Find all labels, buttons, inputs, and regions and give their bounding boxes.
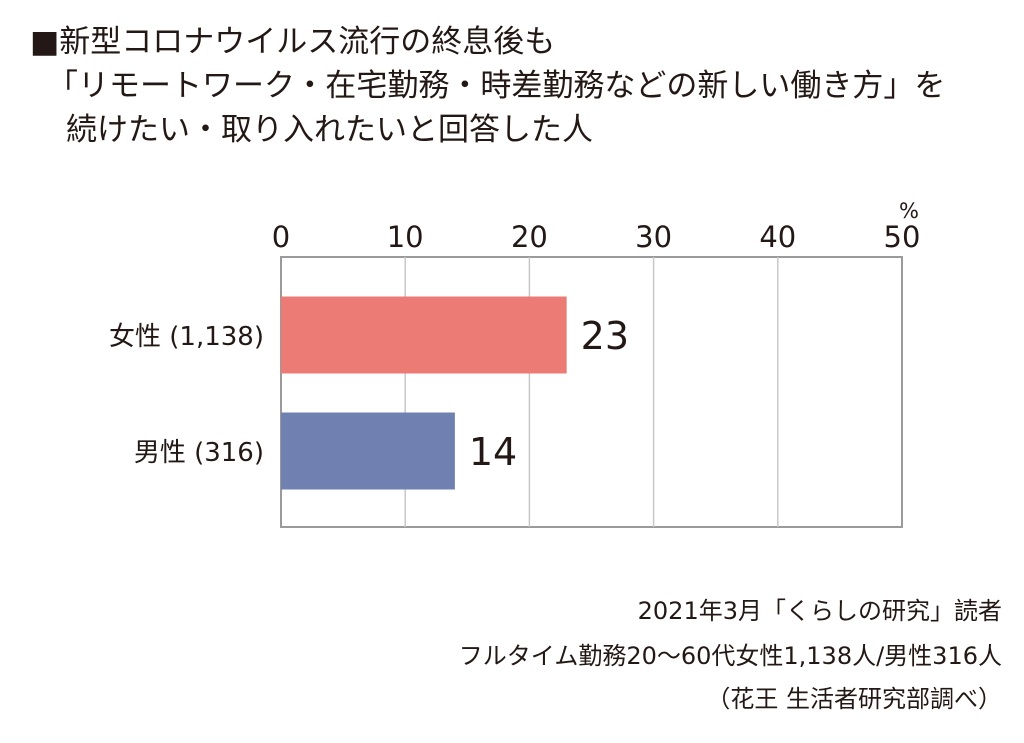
unit-label: % (899, 199, 919, 223)
chart-title-line-3: 続けたい・取り入れたいと回答した人 (66, 112, 593, 148)
source-line-3: （花王 生活者研究部調べ） (706, 685, 1002, 713)
x-axis-ticks: 0 10 20 30 40 50 (272, 220, 921, 254)
bar (281, 296, 567, 374)
category-label: 女性 (1,138) (109, 322, 264, 352)
source-line-2: フルタイム勤務20～60代女性1,138人/男性316人 (458, 642, 1002, 670)
source-line-1: 2021年3月「くらしの研究」読者 (637, 597, 1002, 625)
value-label: 14 (469, 430, 517, 474)
bar (281, 412, 455, 490)
bars (281, 296, 567, 490)
plot-frame (280, 256, 903, 528)
category-labels: 女性 (1,138) 男性 (316) (109, 322, 264, 468)
x-tick-label: 40 (759, 220, 796, 254)
x-tick-label: 0 (272, 220, 290, 254)
x-tick-label: 10 (387, 220, 424, 254)
x-tick-label: 30 (635, 220, 672, 254)
x-tick-label: 20 (511, 220, 548, 254)
value-labels: 23 14 (469, 314, 629, 474)
chart-title-line-1: ■新型コロナウイルス流行の終息後も (30, 24, 556, 60)
chart-title-line-2: 「リモートワーク・在宅勤務・時差勤務などの新しい働き方」を (47, 68, 946, 104)
category-label: 男性 (316) (134, 438, 264, 468)
value-label: 23 (581, 314, 629, 358)
x-tick-label: 50 (884, 220, 921, 254)
